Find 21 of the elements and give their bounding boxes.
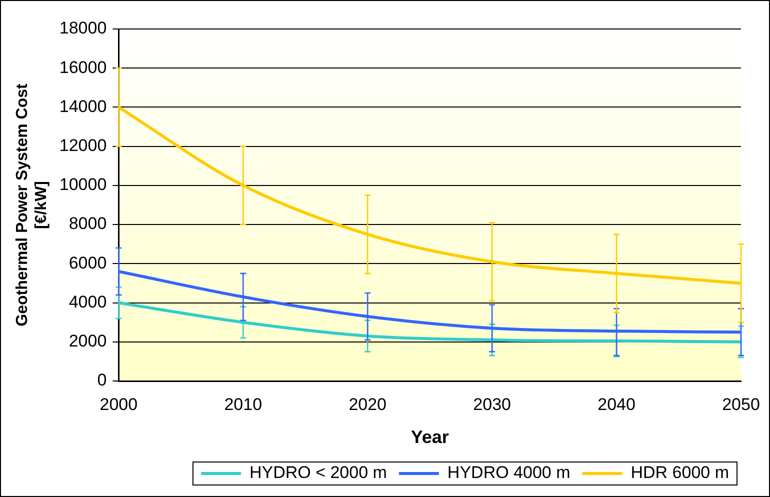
- y-tick-label: 0: [97, 370, 107, 390]
- y-axis-title: Geothermal Power System Cost [€/kW]: [14, 82, 50, 326]
- x-tick-label: 2000: [100, 394, 138, 414]
- y-tick-label: 12000: [59, 136, 107, 156]
- y-tick-label: 14000: [59, 96, 107, 116]
- y-tick-label: 10000: [59, 175, 107, 194]
- x-tick-label: 2020: [348, 394, 387, 414]
- y-tick-label: 2000: [68, 332, 107, 351]
- x-axis-title: Year: [410, 427, 449, 448]
- y-tick-label: 8000: [68, 214, 107, 234]
- x-tick-label: 2030: [473, 394, 511, 414]
- x-tick-label: 2010: [224, 394, 262, 414]
- y-tick-label: 6000: [68, 253, 107, 272]
- legend-label: HYDRO < 2000 m: [249, 463, 387, 482]
- x-tick-label: 2040: [598, 394, 636, 414]
- y-tick-label: 4000: [68, 292, 107, 312]
- y-tick-label: 16000: [59, 58, 107, 77]
- legend-label: HDR 6000 m: [630, 463, 730, 482]
- legend-label: HYDRO 4000 m: [447, 463, 570, 482]
- y-tick-label: 18000: [59, 18, 107, 38]
- x-tick-label: 2050: [722, 394, 760, 414]
